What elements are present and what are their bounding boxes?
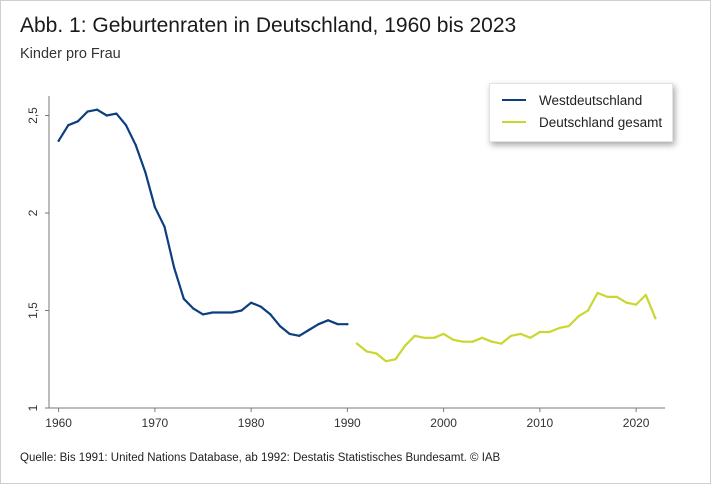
data-point-deutschland-gesamt-2019	[625, 301, 628, 304]
data-point-deutschland-gesamt-1995	[394, 358, 397, 361]
data-point-deutschland-gesamt-1994	[384, 360, 387, 363]
y-tick-label-0: 1	[26, 404, 40, 411]
data-point-deutschland-gesamt-2018	[615, 295, 618, 298]
data-point-deutschland-gesamt-1998	[423, 336, 426, 339]
data-point-westdeutschland-1986	[307, 328, 310, 332]
x-tick-label-2020: 2020	[623, 416, 650, 430]
y-tick-label-3: 2,5	[26, 107, 40, 124]
data-point-deutschland-gesamt-2016	[596, 291, 599, 295]
legend-item-deutschland-gesamt: Deutschland gesamt	[502, 113, 662, 131]
chart-legend: Westdeutschland Deutschland gesamt	[489, 83, 673, 142]
data-point-deutschland-gesamt-2005	[490, 340, 493, 343]
data-point-deutschland-gesamt-1997	[413, 334, 416, 337]
data-point-westdeutschland-1987	[317, 323, 320, 326]
legend-item-westdeutschland: Westdeutschland	[502, 91, 642, 109]
data-point-westdeutschland-1972	[173, 266, 176, 269]
data-point-deutschland-gesamt-2014	[577, 315, 580, 318]
data-point-westdeutschland-1964	[96, 108, 99, 111]
data-point-deutschland-gesamt-2013	[567, 325, 570, 328]
data-point-westdeutschland-1990	[346, 323, 349, 326]
data-point-deutschland-gesamt-1996	[404, 344, 407, 347]
y-tick-label-2: 2	[26, 209, 40, 216]
data-point-deutschland-gesamt-1992	[365, 350, 368, 353]
data-point-deutschland-gesamt-2001	[452, 338, 455, 341]
data-point-deutschland-gesamt-2008	[519, 332, 522, 335]
data-point-westdeutschland-1975	[201, 313, 205, 316]
data-point-deutschland-gesamt-1993	[375, 352, 378, 355]
data-point-deutschland-gesamt-2004	[481, 336, 484, 339]
data-point-westdeutschland-1974	[192, 307, 195, 310]
data-point-deutschland-gesamt-2021	[644, 293, 647, 296]
data-point-westdeutschland-1989	[336, 323, 339, 326]
data-point-deutschland-gesamt-2003	[471, 340, 474, 343]
data-point-westdeutschland-1961	[67, 124, 70, 127]
data-point-deutschland-gesamt-2007	[509, 334, 513, 337]
legend-swatch-deutschland-gesamt	[502, 121, 526, 123]
data-point-deutschland-gesamt-2006	[500, 342, 503, 345]
data-point-westdeutschland-1966	[115, 112, 118, 115]
data-point-westdeutschland-1969	[144, 170, 147, 174]
data-point-deutschland-gesamt-2011	[548, 330, 551, 334]
data-point-deutschland-gesamt-2017	[606, 295, 609, 298]
x-tick-label-2010: 2010	[527, 416, 554, 430]
data-point-westdeutschland-1982	[269, 313, 272, 316]
x-tick-label-1980: 1980	[238, 416, 265, 430]
chart-title: Abb. 1: Geburtenraten in Deutschland, 19…	[20, 14, 517, 37]
data-point-deutschland-gesamt-2000	[442, 332, 445, 335]
data-point-westdeutschland-1962	[76, 120, 79, 123]
series-line-westdeutschland	[57, 108, 349, 337]
data-point-deutschland-gesamt-2020	[635, 303, 638, 306]
legend-label-westdeutschland: Westdeutschland	[539, 92, 643, 108]
x-tick-label-2000: 2000	[430, 416, 457, 430]
series-line-deutschland-gesamt	[355, 291, 657, 363]
data-point-westdeutschland-1967	[124, 124, 128, 127]
data-point-westdeutschland-1977	[221, 311, 224, 314]
data-point-westdeutschland-1981	[259, 305, 262, 308]
data-point-deutschland-gesamt-2009	[529, 336, 532, 339]
data-point-westdeutschland-1973	[182, 297, 185, 300]
data-point-deutschland-gesamt-2012	[558, 326, 561, 330]
data-point-westdeutschland-1970	[153, 206, 156, 209]
data-point-westdeutschland-1979	[240, 309, 243, 312]
y-tick-label-1: 1,5	[26, 302, 40, 319]
data-point-westdeutschland-1978	[230, 311, 233, 314]
x-tick-label-1990: 1990	[334, 416, 361, 430]
data-point-westdeutschland-1984	[288, 332, 291, 335]
chart-subtitle: Kinder pro Frau	[20, 46, 121, 62]
x-tick-label-1970: 1970	[142, 416, 169, 430]
data-point-westdeutschland-1960	[57, 139, 60, 142]
legend-swatch-westdeutschland	[502, 99, 526, 101]
legend-label-deutschland-gesamt: Deutschland gesamt	[539, 114, 663, 130]
data-point-westdeutschland-1985	[298, 334, 301, 337]
data-point-deutschland-gesamt-2010	[538, 330, 541, 334]
data-point-deutschland-gesamt-2022	[654, 317, 657, 320]
data-point-westdeutschland-1965	[105, 114, 108, 117]
data-point-westdeutschland-1980	[250, 301, 253, 304]
data-point-westdeutschland-1976	[211, 311, 214, 314]
data-point-westdeutschland-1971	[163, 225, 166, 228]
source-note: Quelle: Bis 1991: United Nations Databas…	[20, 452, 501, 464]
data-point-deutschland-gesamt-2015	[586, 309, 590, 312]
data-point-deutschland-gesamt-2002	[461, 340, 464, 343]
data-point-westdeutschland-1968	[134, 143, 137, 146]
data-point-deutschland-gesamt-1999	[432, 336, 436, 339]
data-point-westdeutschland-1988	[327, 319, 330, 322]
data-point-westdeutschland-1983	[278, 325, 282, 328]
data-point-deutschland-gesamt-1991	[355, 342, 359, 345]
data-point-westdeutschland-1963	[86, 110, 89, 113]
x-tick-label-1960: 1960	[45, 416, 72, 430]
